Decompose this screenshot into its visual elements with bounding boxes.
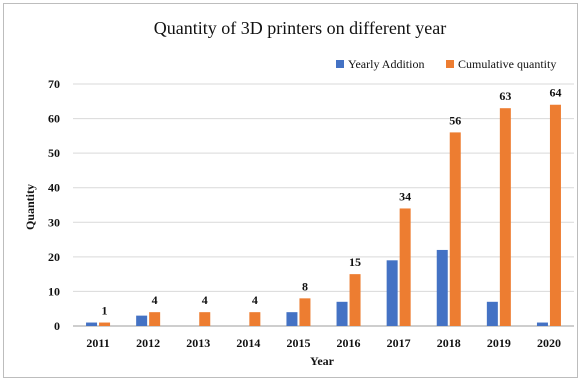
bar-cumulative-quantity <box>549 104 561 326</box>
y-tick-label: 30 <box>48 215 60 229</box>
x-tick-label: 2016 <box>337 336 361 350</box>
y-tick-labels: 0 10 20 30 40 50 60 70 <box>48 77 60 333</box>
bar-cumulative-quantity <box>399 208 411 326</box>
bar-cumulative-quantity <box>99 322 111 326</box>
bar-cumulative-quantity <box>199 312 211 326</box>
chart-title: Quantity of 3D printers on different yea… <box>154 18 447 38</box>
x-tick-label: 2014 <box>236 336 260 350</box>
y-tick-label: 50 <box>48 146 60 160</box>
bar-yearly-addition <box>86 322 98 326</box>
gridlines <box>73 83 574 327</box>
data-label: 15 <box>349 255 361 269</box>
legend-swatch-cumulative <box>446 60 454 68</box>
bar-yearly-addition <box>336 301 348 326</box>
bar-cumulative-quantity <box>299 298 311 326</box>
data-labels: 1 4 4 4 8 15 34 56 63 64 <box>102 86 562 318</box>
y-tick-label: 70 <box>48 77 60 91</box>
data-label: 4 <box>152 293 158 307</box>
legend: Yearly Addition Cumulative quantity <box>336 57 556 71</box>
data-label: 8 <box>302 279 308 293</box>
x-axis-label: Year <box>310 354 335 368</box>
legend-swatch-yearly <box>336 60 344 68</box>
x-tick-label: 2011 <box>86 336 109 350</box>
bar-cumulative-quantity <box>349 274 361 326</box>
bar-cumulative-quantity <box>449 132 461 326</box>
x-tick-labels: 2011 2012 2013 2014 2015 2016 2017 2018 2019 2020 <box>86 336 561 350</box>
data-label: 63 <box>499 89 511 103</box>
bar-cumulative-quantity <box>149 312 161 326</box>
bar-yearly-addition <box>536 322 548 326</box>
bar-yearly-addition <box>486 301 498 326</box>
x-tick-label: 2018 <box>437 336 461 350</box>
x-tick-label: 2013 <box>186 336 210 350</box>
bar-yearly-addition <box>286 312 298 326</box>
legend-label-cumulative: Cumulative quantity <box>458 57 556 71</box>
data-label: 34 <box>399 189 411 203</box>
bar-cumulative-quantity <box>499 108 511 326</box>
bar-cumulative-quantity <box>249 312 261 326</box>
y-tick-label: 10 <box>48 284 60 298</box>
data-label: 64 <box>549 86 561 100</box>
y-tick-label: 20 <box>48 250 60 264</box>
data-label: 4 <box>252 293 258 307</box>
y-tick-label: 0 <box>54 319 60 333</box>
data-label: 1 <box>102 304 108 318</box>
x-tick-label: 2017 <box>387 336 411 350</box>
bar-yearly-addition <box>386 260 398 326</box>
bar-yearly-addition <box>136 315 148 326</box>
data-label: 56 <box>449 113 461 127</box>
data-label: 4 <box>202 293 208 307</box>
legend-label-yearly: Yearly Addition <box>348 57 424 71</box>
x-tick-label: 2019 <box>487 336 511 350</box>
y-tick-label: 40 <box>48 181 60 195</box>
x-tick-label: 2012 <box>136 336 160 350</box>
bar-yearly-addition <box>436 249 448 326</box>
bars <box>86 104 561 326</box>
x-tick-label: 2020 <box>537 336 561 350</box>
y-tick-label: 60 <box>48 112 60 126</box>
x-tick-label: 2015 <box>286 336 310 350</box>
y-axis-label: Quantity <box>23 184 37 230</box>
